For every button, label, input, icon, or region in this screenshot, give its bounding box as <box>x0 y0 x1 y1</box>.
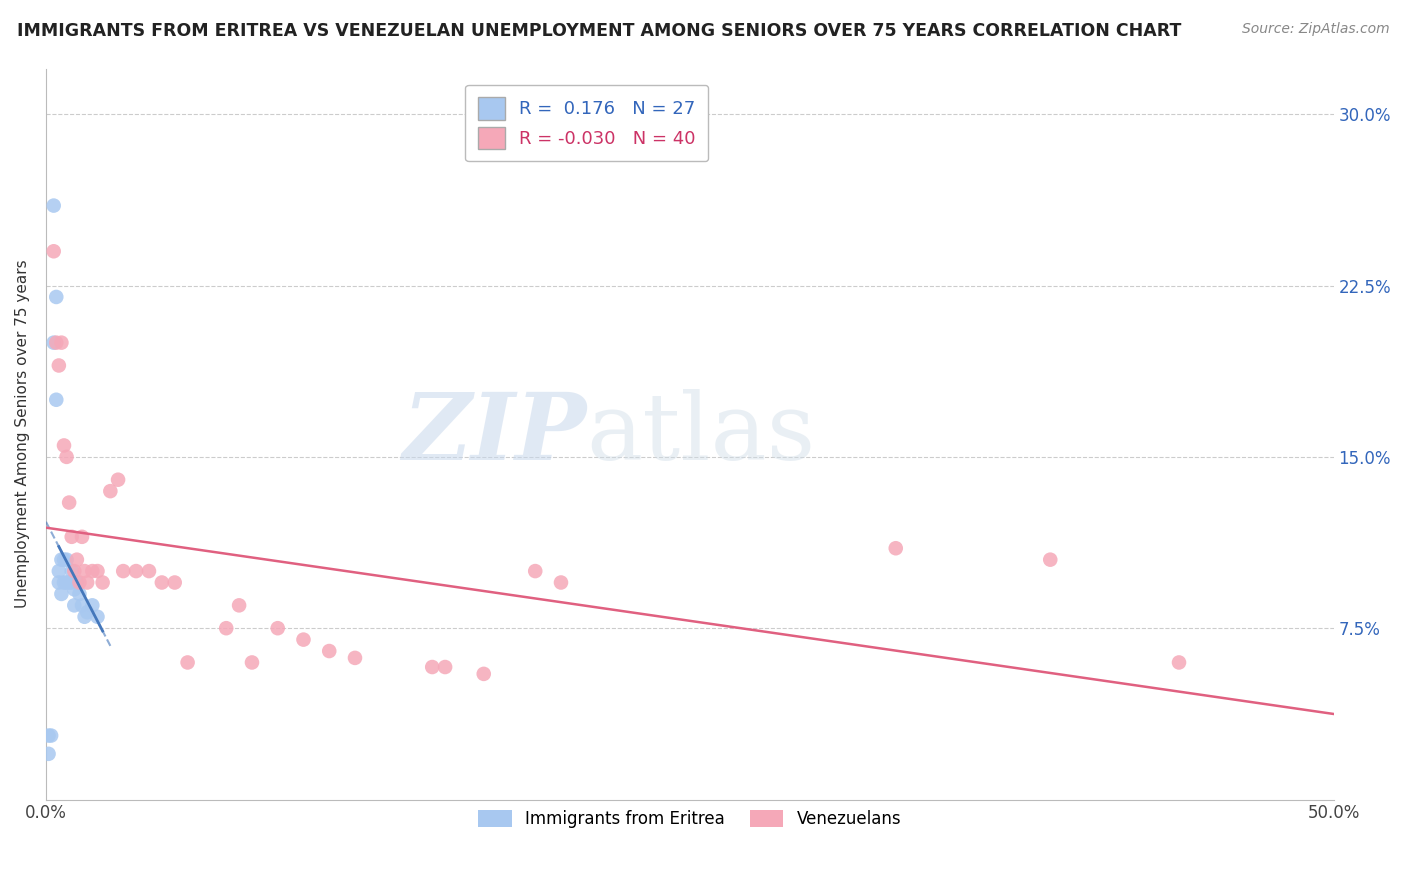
Point <box>318 644 340 658</box>
Point <box>267 621 290 635</box>
Point <box>58 575 80 590</box>
Legend: Immigrants from Eritrea, Venezuelans: Immigrants from Eritrea, Venezuelans <box>472 804 908 835</box>
Point <box>176 656 198 670</box>
Point <box>45 335 67 350</box>
Point <box>73 609 96 624</box>
Point <box>42 198 65 212</box>
Point <box>38 747 60 761</box>
Point <box>76 605 98 619</box>
Point <box>45 290 67 304</box>
Point <box>48 564 70 578</box>
Point <box>343 651 366 665</box>
Point <box>472 666 495 681</box>
Point <box>884 541 907 556</box>
Point <box>82 564 104 578</box>
Text: ZIP: ZIP <box>402 389 586 479</box>
Point <box>163 575 186 590</box>
Point <box>82 599 104 613</box>
Point <box>73 564 96 578</box>
Point <box>240 656 263 670</box>
Point <box>60 575 83 590</box>
Point <box>63 582 86 597</box>
Point <box>42 335 65 350</box>
Point <box>42 244 65 259</box>
Point <box>228 599 250 613</box>
Y-axis label: Unemployment Among Seniors over 75 years: Unemployment Among Seniors over 75 years <box>15 260 30 608</box>
Point <box>112 564 135 578</box>
Point <box>524 564 547 578</box>
Point <box>66 575 89 590</box>
Point <box>53 438 76 452</box>
Point <box>48 359 70 373</box>
Point <box>53 575 76 590</box>
Point <box>55 450 77 464</box>
Point <box>63 564 86 578</box>
Point <box>39 729 62 743</box>
Point <box>38 729 60 743</box>
Point <box>69 587 91 601</box>
Text: IMMIGRANTS FROM ERITREA VS VENEZUELAN UNEMPLOYMENT AMONG SENIORS OVER 75 YEARS C: IMMIGRANTS FROM ERITREA VS VENEZUELAN UN… <box>17 22 1181 40</box>
Point <box>98 484 121 499</box>
Point <box>1039 552 1062 566</box>
Point <box>51 552 73 566</box>
Point <box>86 609 108 624</box>
Point <box>48 575 70 590</box>
Point <box>69 575 91 590</box>
Point <box>60 530 83 544</box>
Point <box>1168 656 1191 670</box>
Point <box>45 392 67 407</box>
Text: Source: ZipAtlas.com: Source: ZipAtlas.com <box>1241 22 1389 37</box>
Text: atlas: atlas <box>586 389 815 479</box>
Point <box>66 552 89 566</box>
Point <box>125 564 148 578</box>
Point <box>550 575 572 590</box>
Point <box>55 575 77 590</box>
Point <box>60 564 83 578</box>
Point <box>91 575 114 590</box>
Point <box>215 621 238 635</box>
Point <box>107 473 129 487</box>
Point <box>150 575 173 590</box>
Point <box>53 552 76 566</box>
Point <box>63 599 86 613</box>
Point <box>420 660 443 674</box>
Point <box>434 660 457 674</box>
Point <box>70 530 93 544</box>
Point <box>76 575 98 590</box>
Point <box>70 599 93 613</box>
Point <box>292 632 315 647</box>
Point <box>55 552 77 566</box>
Point <box>51 587 73 601</box>
Point <box>86 564 108 578</box>
Point <box>51 335 73 350</box>
Point <box>58 495 80 509</box>
Point <box>138 564 160 578</box>
